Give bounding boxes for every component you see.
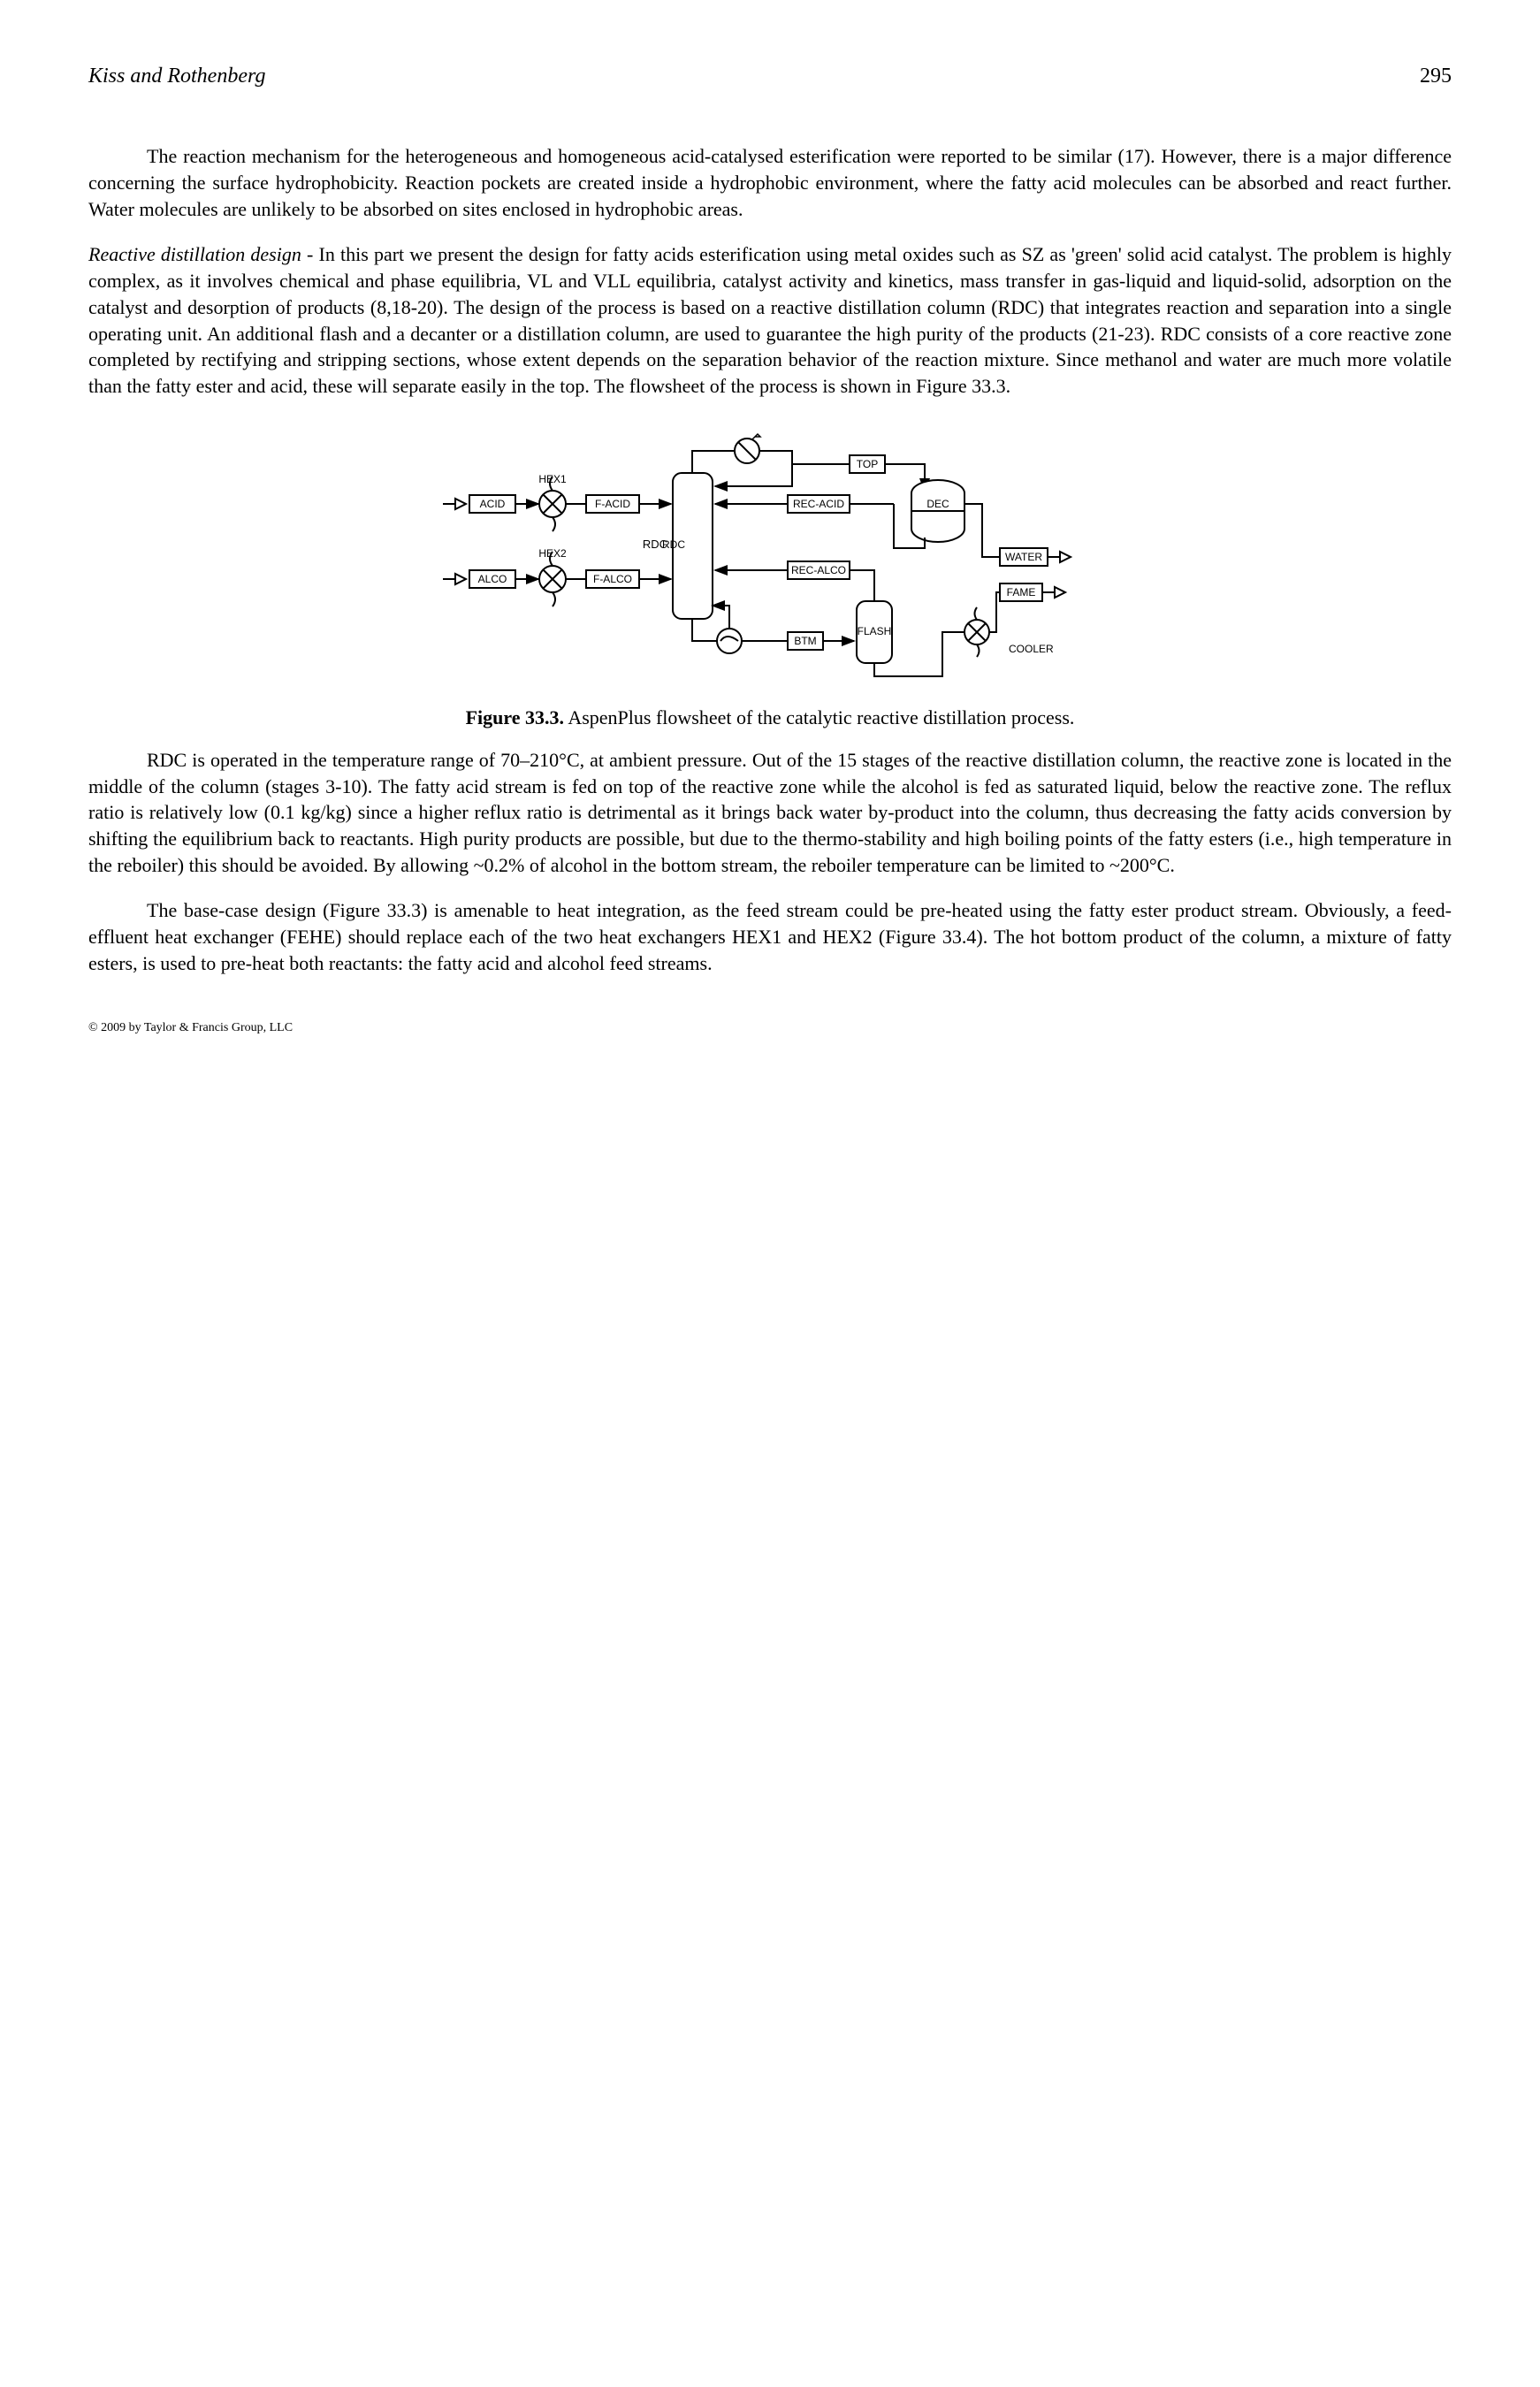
lbl-water: WATER bbox=[1005, 551, 1042, 563]
lbl-cooler: COOLER bbox=[1009, 643, 1054, 655]
lbl-falco: F-ALCO bbox=[593, 573, 632, 585]
flowsheet-svg: ACID ALCO HEX1 HEX2 F-ACID F-ALCO RDC RD… bbox=[434, 424, 1106, 690]
paragraph-1: The reaction mechanism for the heterogen… bbox=[88, 143, 1452, 222]
lbl-fame: FAME bbox=[1007, 586, 1036, 599]
paragraph-2: Reactive distillation design - In this p… bbox=[88, 241, 1452, 399]
lbl-recacid: REC-ACID bbox=[793, 498, 844, 510]
lbl-alco: ALCO bbox=[478, 573, 507, 585]
figure-caption-text: AspenPlus flowsheet of the catalytic rea… bbox=[564, 706, 1074, 728]
lbl-facid: F-ACID bbox=[595, 498, 630, 510]
lbl-rdc2: RDC bbox=[662, 538, 685, 551]
section-lead: Reactive distillation design bbox=[88, 243, 301, 265]
lbl-hex1: HEX1 bbox=[538, 473, 567, 485]
lbl-btm: BTM bbox=[794, 635, 816, 647]
lbl-acid: ACID bbox=[480, 498, 506, 510]
page-header: Kiss and Rothenberg 295 bbox=[88, 62, 1452, 90]
lbl-top: TOP bbox=[857, 458, 878, 470]
copyright-line: © 2009 by Taylor & Francis Group, LLC bbox=[88, 1020, 1452, 1037]
lbl-recalco: REC-ALCO bbox=[791, 564, 846, 576]
page-number: 295 bbox=[1420, 62, 1452, 90]
figure-caption-label: Figure 33.3. bbox=[466, 706, 564, 728]
paragraph-2-body: - In this part we present the design for… bbox=[88, 243, 1452, 396]
header-authors: Kiss and Rothenberg bbox=[88, 62, 265, 90]
paragraph-4: The base-case design (Figure 33.3) is am… bbox=[88, 897, 1452, 976]
lbl-hex2: HEX2 bbox=[538, 547, 567, 560]
figure-caption: Figure 33.3. AspenPlus flowsheet of the … bbox=[434, 705, 1106, 731]
figure-33-3: ACID ALCO HEX1 HEX2 F-ACID F-ALCO RDC RD… bbox=[434, 424, 1106, 731]
paragraph-3: RDC is operated in the temperature range… bbox=[88, 747, 1452, 878]
lbl-dec: DEC bbox=[926, 498, 949, 510]
lbl-flash: FLASH bbox=[858, 625, 892, 637]
